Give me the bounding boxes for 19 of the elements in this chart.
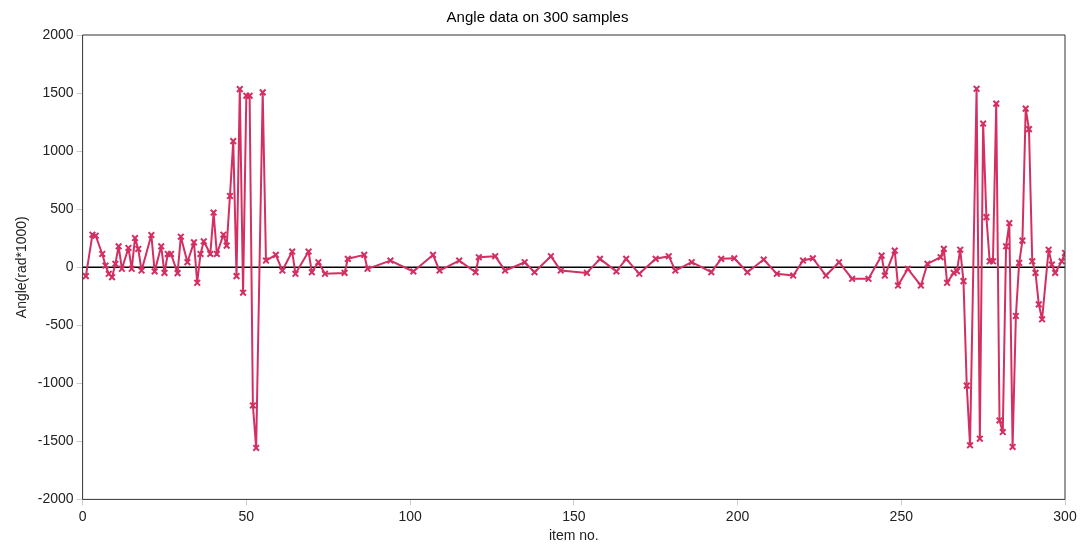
y-axis-title: Angle(rad*1000) — [13, 216, 30, 319]
y-tick-label: -1000 — [37, 374, 74, 391]
x-tick-label: 150 — [562, 507, 586, 524]
y-tick-label: -2000 — [37, 490, 74, 507]
x-tick-label: 0 — [78, 507, 87, 524]
x-tick-label: 250 — [889, 507, 914, 524]
y-tick-label: 2000 — [42, 25, 74, 42]
x-tick-label: 300 — [1053, 507, 1077, 524]
y-tick-label: 500 — [50, 200, 74, 217]
y-tick-label: -1500 — [37, 432, 74, 449]
y-tick-label: 1500 — [42, 83, 74, 100]
chart-title: Angle data on 300 samples — [446, 8, 629, 26]
x-axis-title: item no. — [548, 527, 599, 544]
x-tick-label: 100 — [398, 507, 422, 524]
x-tick-label: 200 — [725, 507, 750, 524]
y-tick-label: 0 — [65, 258, 74, 275]
y-tick-label: 1000 — [42, 141, 74, 158]
x-tick-label: 50 — [238, 507, 255, 524]
y-tick-label: -500 — [45, 316, 74, 333]
